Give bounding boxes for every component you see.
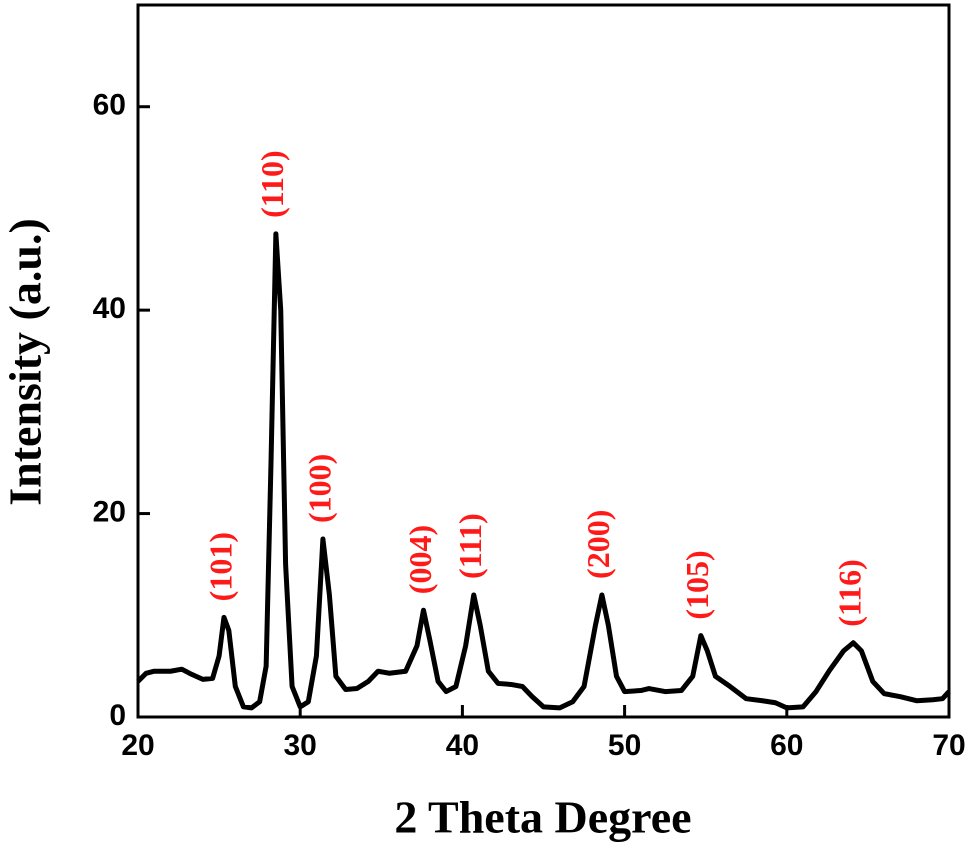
y-tick-label: 60 [93, 89, 126, 122]
data-line [136, 231, 951, 711]
y-tick-label: 20 [93, 495, 126, 528]
y-tick-label: 0 [109, 699, 126, 732]
peak-label: (200) [580, 510, 616, 579]
peak-label: (110) [254, 150, 290, 218]
peak-label: (116) [832, 559, 868, 627]
plot-frame [136, 3, 951, 719]
x-tick-label: 50 [608, 729, 641, 762]
x-tick-label: 60 [770, 729, 803, 762]
x-tick-label: 40 [446, 729, 479, 762]
peak-label: (105) [679, 550, 715, 619]
y-tick-label: 40 [93, 292, 126, 325]
x-tick-label: 30 [284, 729, 317, 762]
peak-label: (111) [452, 513, 488, 579]
peak-label: (004) [402, 525, 438, 594]
x-axis-title: 2 Theta Degree [394, 792, 691, 843]
peak-label: (101) [202, 532, 238, 601]
x-tick-label: 20 [121, 729, 154, 762]
y-axis-title: Intensity (a.u.) [0, 218, 51, 506]
x-tick-label: 70 [932, 729, 965, 762]
peak-label: (100) [301, 454, 337, 523]
